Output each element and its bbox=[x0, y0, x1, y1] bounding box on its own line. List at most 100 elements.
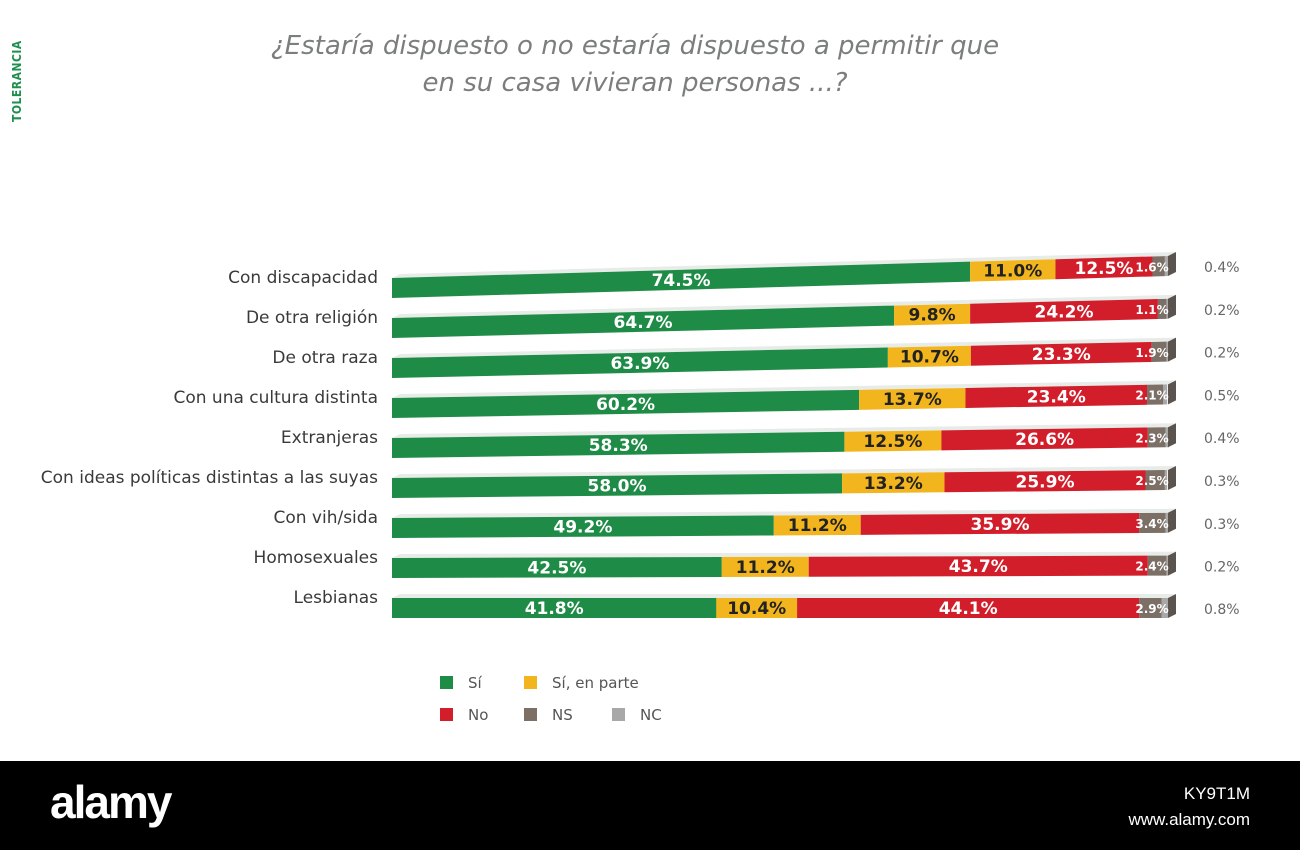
bar-segment-si-con-una-cultura-distinta bbox=[392, 389, 860, 418]
image-info: KY9T1M www.alamy.com bbox=[1128, 781, 1250, 833]
value-label-nc: 0.2% bbox=[1204, 346, 1240, 362]
bar-segment-nc-homosexuales bbox=[1166, 555, 1168, 576]
value-label-si-en-parte: 10.4% bbox=[727, 599, 786, 619]
bar-segment-si-en-parte-extranjeras bbox=[844, 430, 942, 452]
bar-segment-si-en-parte-de-otra-religion bbox=[894, 303, 971, 326]
bar-segment-nc-de-otra-religion bbox=[1166, 298, 1168, 319]
image-id: KY9T1M bbox=[1183, 784, 1250, 803]
bar-segment-si-en-parte-lesbianas bbox=[716, 598, 798, 618]
bar-segment-si-lesbianas bbox=[392, 598, 717, 618]
bar-segment-no-con-vih-sida bbox=[860, 512, 1140, 535]
legend-item-ns: NS bbox=[524, 706, 573, 724]
legend-swatch bbox=[524, 676, 537, 689]
value-label-ns: 1.9% bbox=[1135, 346, 1168, 360]
category-label: Lesbianas bbox=[294, 588, 379, 608]
value-label-ns: 3.4% bbox=[1135, 517, 1168, 531]
value-label-si: 74.5% bbox=[652, 271, 711, 291]
bar-segment-ns-con-vih-sida bbox=[1139, 512, 1166, 533]
bar-top-face bbox=[392, 337, 1176, 358]
bar-end-cap bbox=[1168, 466, 1176, 490]
bar-segment-ns-de-otra-religion bbox=[1157, 298, 1167, 320]
bar-end-cap bbox=[1168, 380, 1176, 405]
bar-end-cap bbox=[1168, 508, 1176, 533]
footer-bar: alamy KY9T1M www.alamy.com bbox=[0, 761, 1300, 850]
bar-segment-si-de-otra-religion bbox=[392, 305, 895, 338]
bar-segment-no-con-una-cultura-distinta bbox=[965, 384, 1148, 408]
value-label-nc: 0.8% bbox=[1204, 602, 1240, 618]
value-label-ns: 2.5% bbox=[1135, 474, 1168, 488]
bar-top-face bbox=[392, 508, 1176, 518]
bar-segment-nc-con-ideas-politicas-distintas-a-las-suyas bbox=[1164, 470, 1168, 491]
value-label-ns: 1.1% bbox=[1135, 303, 1168, 317]
bar-segment-ns-homosexuales bbox=[1147, 555, 1167, 576]
legend-item-no: No bbox=[440, 706, 488, 724]
bar-segment-si-homosexuales bbox=[392, 556, 722, 578]
bar-segment-si-con-discapacidad bbox=[392, 261, 971, 298]
bar-end-cap bbox=[1168, 294, 1176, 319]
value-label-no: 23.4% bbox=[1027, 387, 1086, 407]
chart-title-line-2: en su casa vivieran personas ...? bbox=[422, 68, 848, 98]
value-label-no: 44.1% bbox=[939, 599, 998, 619]
bar-segment-si-extranjeras bbox=[392, 431, 845, 458]
legend-swatch bbox=[612, 708, 625, 721]
legend-swatch bbox=[440, 708, 453, 721]
category-label: Homosexuales bbox=[254, 548, 379, 568]
bar-segment-ns-con-una-cultura-distinta bbox=[1147, 384, 1164, 405]
bar-segment-nc-con-vih-sida bbox=[1165, 512, 1168, 533]
value-label-nc: 0.4% bbox=[1204, 431, 1240, 447]
bar-end-cap bbox=[1168, 337, 1176, 362]
bar-segment-si-en-parte-con-vih-sida bbox=[773, 514, 861, 536]
bar-segment-si-de-otra-raza bbox=[392, 347, 888, 378]
value-label-no: 43.7% bbox=[949, 557, 1008, 577]
value-label-si-en-parte: 13.7% bbox=[883, 390, 942, 410]
bar-segment-si-con-vih-sida bbox=[392, 515, 774, 538]
value-label-ns: 2.9% bbox=[1135, 602, 1168, 616]
bar-segment-ns-extranjeras bbox=[1147, 427, 1166, 448]
value-label-si-en-parte: 10.7% bbox=[900, 348, 959, 368]
category-label: De otra raza bbox=[272, 348, 378, 368]
brand-logo[interactable]: alamy bbox=[50, 776, 172, 828]
legend-label: No bbox=[468, 706, 488, 724]
site-url[interactable]: www.alamy.com bbox=[1128, 810, 1250, 829]
category-label: Con una cultura distinta bbox=[173, 388, 378, 408]
value-label-si-en-parte: 11.2% bbox=[736, 558, 795, 578]
value-label-no: 23.3% bbox=[1032, 345, 1091, 365]
value-label-ns: 2.4% bbox=[1135, 560, 1168, 574]
value-label-ns: 2.1% bbox=[1135, 389, 1168, 403]
chart-title-line-1: ¿Estaría dispuesto o no estaría dispuest… bbox=[270, 31, 1000, 61]
value-label-ns: 1.6% bbox=[1135, 260, 1168, 274]
value-label-nc: 0.5% bbox=[1204, 388, 1240, 404]
value-label-nc: 0.2% bbox=[1204, 560, 1240, 576]
legend-swatch bbox=[440, 676, 453, 689]
category-label: Con vih/sida bbox=[273, 508, 378, 528]
bar-top-face bbox=[392, 466, 1176, 478]
value-label-si-en-parte: 9.8% bbox=[909, 306, 956, 326]
legend-label: Sí bbox=[468, 674, 483, 692]
value-label-nc: 0.3% bbox=[1204, 474, 1240, 490]
bar-segment-nc-lesbianas bbox=[1161, 598, 1168, 618]
bar-end-cap bbox=[1168, 594, 1176, 618]
value-label-si: 42.5% bbox=[527, 558, 586, 578]
value-label-no: 12.5% bbox=[1074, 259, 1133, 279]
bar-segment-ns-lesbianas bbox=[1139, 598, 1162, 618]
value-label-si: 58.3% bbox=[589, 436, 648, 456]
value-label-no: 26.6% bbox=[1015, 430, 1074, 450]
bar-segment-si-en-parte-con-ideas-politicas-distintas-a-las-suyas bbox=[842, 472, 945, 494]
value-label-si-en-parte: 13.2% bbox=[864, 474, 923, 494]
value-label-no: 35.9% bbox=[971, 515, 1030, 535]
value-label-si-en-parte: 12.5% bbox=[863, 432, 922, 452]
value-label-si-en-parte: 11.0% bbox=[983, 261, 1042, 281]
bar-segment-ns-con-ideas-politicas-distintas-a-las-suyas bbox=[1145, 470, 1165, 491]
bar-end-cap bbox=[1168, 423, 1176, 448]
bar-segment-si-con-ideas-politicas-distintas-a-las-suyas bbox=[392, 473, 843, 498]
legend-label: Sí, en parte bbox=[552, 674, 639, 692]
bar-segment-no-de-otra-religion bbox=[970, 299, 1158, 324]
value-label-nc: 0.4% bbox=[1204, 260, 1240, 276]
bar-segment-ns-de-otra-raza bbox=[1151, 341, 1167, 362]
bar-segment-no-lesbianas bbox=[797, 598, 1140, 618]
bar-segment-si-en-parte-con-discapacidad bbox=[970, 259, 1056, 282]
bar-segment-si-en-parte-homosexuales bbox=[721, 556, 809, 577]
value-label-si: 63.9% bbox=[610, 354, 669, 374]
bar-top-face bbox=[392, 594, 1176, 598]
bar-segment-si-en-parte-con-una-cultura-distinta bbox=[859, 387, 966, 410]
